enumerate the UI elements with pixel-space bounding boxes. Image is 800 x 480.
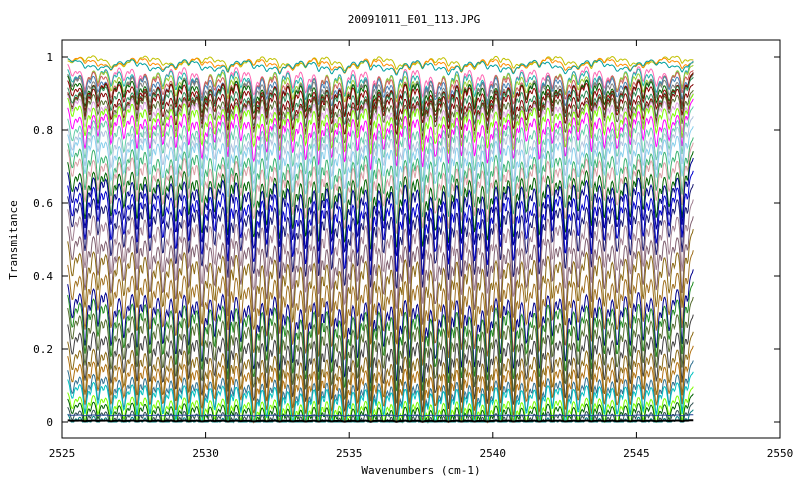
spectrum-series-line bbox=[67, 296, 694, 404]
spectrum-series-line bbox=[67, 76, 694, 133]
y-tick-label: 0.8 bbox=[33, 124, 53, 137]
y-tick-label: 0.4 bbox=[33, 270, 53, 283]
x-tick-label: 2540 bbox=[480, 447, 507, 460]
y-tick-label: 0 bbox=[46, 416, 53, 429]
spectrum-series-line bbox=[67, 98, 694, 171]
x-tick-label: 2545 bbox=[623, 447, 650, 460]
x-tick-label: 2550 bbox=[767, 447, 794, 460]
spectrum-series-line bbox=[67, 57, 694, 75]
spectrum-series-line bbox=[67, 199, 694, 309]
spectrum-series-line bbox=[67, 331, 694, 423]
spectrum-series-line bbox=[67, 151, 694, 250]
spectrum-series-line bbox=[67, 106, 694, 185]
spectrum-series-line bbox=[67, 126, 694, 205]
spectrum-series-line bbox=[67, 414, 694, 417]
spectrum-series-line bbox=[67, 360, 694, 423]
chart-title: 20091011_E01_113.JPG bbox=[348, 13, 480, 26]
spectrum-series-line bbox=[67, 137, 694, 224]
y-tick-label: 0.6 bbox=[33, 197, 53, 210]
spectrum-series-line bbox=[67, 216, 694, 331]
spectrum-series-line bbox=[67, 142, 694, 235]
x-tick-layer: 2525 2530 2535 2540 2545 2550 bbox=[49, 40, 794, 460]
spectrum-series-line bbox=[67, 393, 694, 424]
spectrum-series-line bbox=[67, 281, 694, 392]
plot-frame bbox=[61, 39, 781, 439]
spectrum-series-line bbox=[67, 314, 694, 416]
spectrum-series-line bbox=[67, 345, 694, 424]
x-axis-label: Wavenumbers (cm-1) bbox=[361, 464, 480, 477]
spectrum-series-line bbox=[67, 386, 694, 424]
spectrum-series-line bbox=[67, 93, 694, 158]
spectrum-series-line bbox=[67, 419, 694, 423]
spectrum-series-line bbox=[67, 72, 694, 127]
y-tick-label: 0.2 bbox=[33, 343, 53, 356]
spectrum-series-line bbox=[67, 183, 694, 289]
spectrum-series-line bbox=[67, 170, 694, 276]
spectrum-series-line bbox=[67, 371, 694, 423]
spectrum-series-line bbox=[67, 250, 694, 368]
spectrum-series-line bbox=[67, 72, 694, 121]
y-tick-layer: 0 0.2 0.4 0.6 0.8 1 bbox=[33, 51, 780, 429]
y-tick-label: 1 bbox=[46, 51, 53, 64]
y-axis-label: Transmitance bbox=[7, 200, 20, 279]
x-tick-label: 2530 bbox=[192, 447, 219, 460]
spectrum-series-line bbox=[67, 228, 694, 345]
x-tick-label: 2525 bbox=[49, 447, 76, 460]
series-layer bbox=[67, 55, 694, 424]
spectrum-series-line bbox=[67, 116, 694, 194]
spectrum-series-line bbox=[67, 58, 694, 76]
spectrum-series-line bbox=[67, 269, 694, 384]
spectrum-series-line bbox=[67, 157, 694, 262]
x-tick-label: 2535 bbox=[336, 447, 363, 460]
